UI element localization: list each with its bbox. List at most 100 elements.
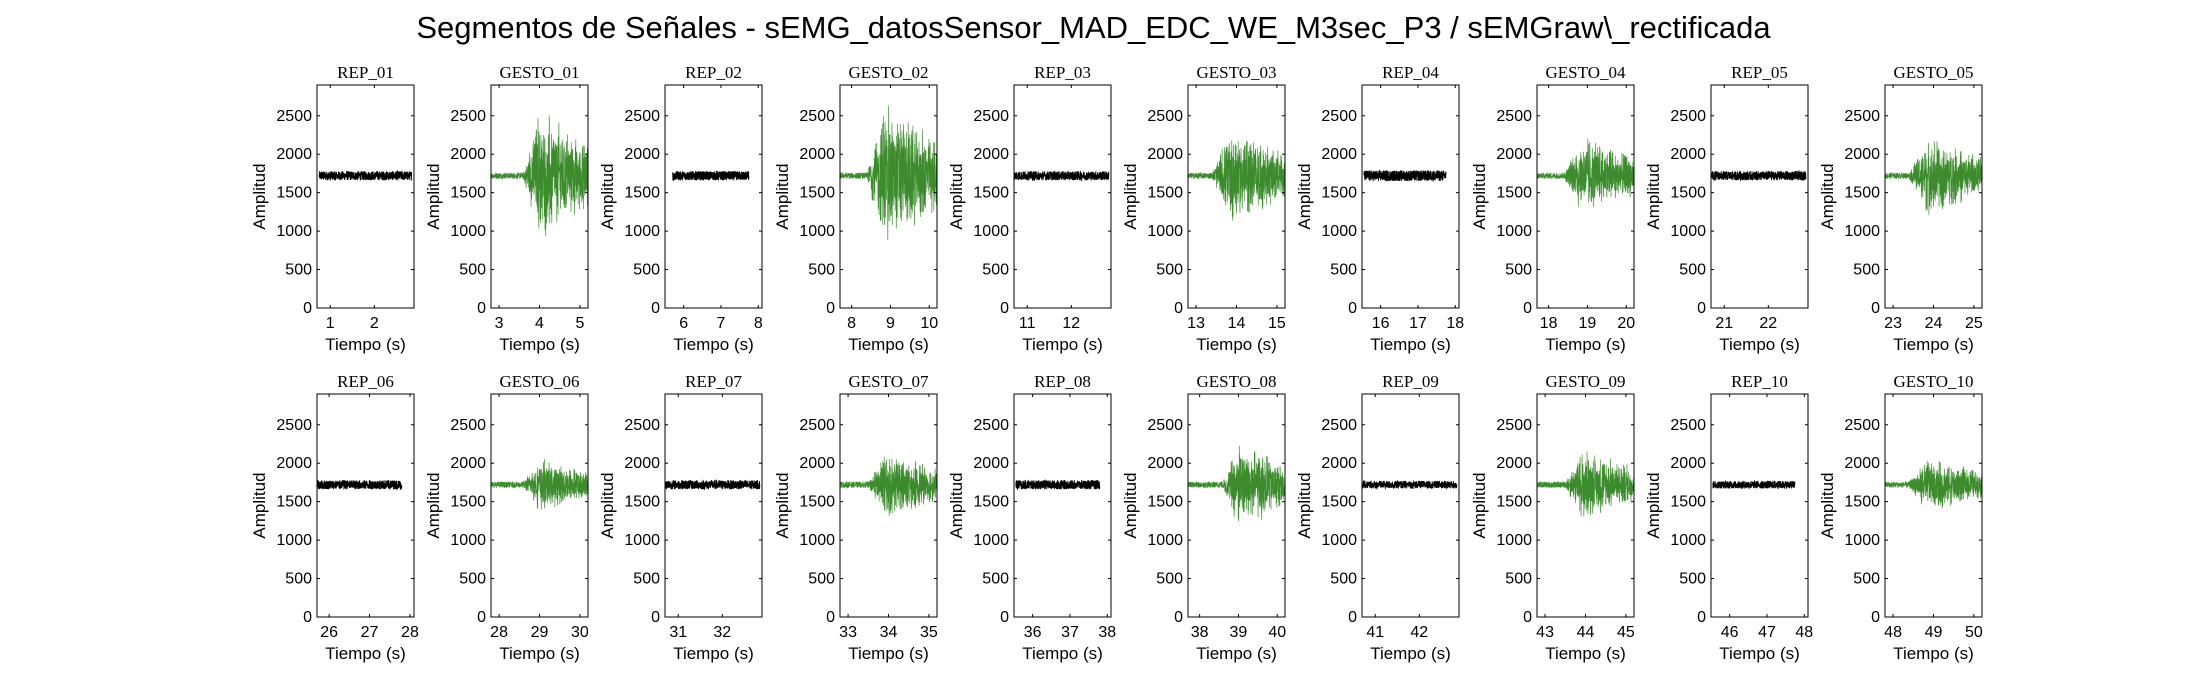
axes-box (1536, 393, 1635, 618)
y-tick-label: 1000 (799, 223, 835, 240)
x-tick-label: 48 (1795, 624, 1813, 641)
y-tick-label: 2500 (1321, 108, 1357, 125)
y-tick-label: 1500 (1147, 185, 1183, 202)
axes-box (316, 393, 415, 618)
y-tick-label: 1000 (276, 223, 312, 240)
y-tick-label: 1000 (1496, 223, 1532, 240)
y-tick-label: 2000 (1496, 146, 1532, 163)
subplot-title: GESTO_05 (1894, 63, 1974, 82)
y-tick-label: 0 (1174, 300, 1183, 317)
y-tick-label: 2000 (799, 146, 835, 163)
y-tick-label: 0 (651, 300, 660, 317)
y-axis-label: Amplitud (424, 163, 443, 229)
y-tick-label: 0 (303, 609, 312, 626)
x-axis-label: Tiempo (s) (1719, 644, 1800, 663)
x-tick-label: 16 (1372, 315, 1390, 332)
axes-box (664, 84, 763, 309)
y-tick-label: 1500 (276, 494, 312, 511)
x-axis-label: Tiempo (s) (673, 644, 754, 663)
subplot-title: REP_02 (685, 63, 742, 82)
signal-trace (1361, 479, 1458, 490)
x-tick-label: 43 (1536, 624, 1554, 641)
subplot-gesto-09: 0 500 1000 1500 2000 2500 43 44 45 GESTO_09 Tiempo… (1470, 372, 1635, 663)
x-tick-label: 38 (1191, 624, 1209, 641)
subplot-title: GESTO_09 (1546, 372, 1626, 391)
y-axis-label: Amplitud (1470, 163, 1489, 229)
axes-box (1884, 393, 1983, 618)
y-tick-label: 500 (285, 262, 312, 279)
y-tick-label: 1000 (624, 223, 660, 240)
x-tick-label: 38 (1098, 624, 1116, 641)
y-tick-label: 2500 (1321, 417, 1357, 434)
y-tick-label: 500 (633, 262, 660, 279)
x-tick-label: 18 (1540, 315, 1558, 332)
subplot-title: REP_01 (337, 63, 394, 82)
signal-trace (1536, 451, 1635, 517)
subplot-rep-02: 0 500 1000 1500 2000 2500 6 7 8 REP_02 Tiempo (s) A… (598, 63, 763, 354)
subplot-rep-03: 0 500 1000 1500 2000 2500 11 12 REP_03 Tiempo (s)… (947, 63, 1112, 354)
x-tick-label: 49 (1925, 624, 1943, 641)
y-tick-label: 500 (459, 262, 486, 279)
y-tick-label: 2000 (276, 455, 312, 472)
y-tick-label: 0 (477, 300, 486, 317)
y-tick-label: 1500 (1321, 494, 1357, 511)
x-tick-label: 47 (1758, 624, 1776, 641)
y-axis-label: Amplitud (1121, 472, 1140, 538)
signal-trace (839, 105, 938, 241)
x-axis-label: Tiempo (s) (1545, 644, 1626, 663)
x-axis-label: Tiempo (s) (848, 644, 929, 663)
y-tick-label: 1500 (1844, 185, 1880, 202)
y-tick-label: 1500 (799, 494, 835, 511)
x-tick-label: 29 (531, 624, 549, 641)
subplot-rep-10: 0 500 1000 1500 2000 2500 46 47 48 REP_10 Tiempo (… (1644, 372, 1813, 663)
axes-box (664, 393, 763, 618)
x-tick-label: 18 (1446, 315, 1464, 332)
y-tick-label: 500 (808, 571, 835, 588)
y-tick-label: 2000 (799, 455, 835, 472)
subplot-title: GESTO_02 (849, 63, 929, 82)
x-tick-label: 30 (571, 624, 589, 641)
x-tick-label: 36 (1024, 624, 1042, 641)
y-tick-label: 2000 (973, 455, 1009, 472)
y-tick-label: 2500 (1670, 108, 1706, 125)
x-axis-label: Tiempo (s) (325, 644, 406, 663)
y-tick-label: 1000 (624, 532, 660, 549)
x-tick-label: 17 (1409, 315, 1427, 332)
y-tick-label: 2500 (799, 108, 835, 125)
y-tick-label: 0 (826, 609, 835, 626)
subplot-rep-06: 0 500 1000 1500 2000 2500 26 27 28 REP_06 Tiempo (… (250, 372, 419, 663)
y-tick-label: 2000 (276, 146, 312, 163)
y-tick-label: 0 (1000, 609, 1009, 626)
y-tick-label: 0 (1523, 300, 1532, 317)
subplot-title: REP_05 (1731, 63, 1788, 82)
subplot-title: GESTO_07 (849, 372, 929, 391)
x-tick-label: 26 (320, 624, 338, 641)
x-axis-label: Tiempo (s) (499, 335, 580, 354)
x-tick-label: 39 (1230, 624, 1248, 641)
y-axis-label: Amplitud (598, 163, 617, 229)
signal-trace (490, 458, 589, 510)
y-tick-label: 1500 (1147, 494, 1183, 511)
axes-box (1013, 393, 1112, 618)
x-tick-label: 31 (669, 624, 687, 641)
x-axis-label: Tiempo (s) (1719, 335, 1800, 354)
y-tick-label: 1500 (1670, 185, 1706, 202)
y-tick-label: 1000 (973, 532, 1009, 549)
y-tick-label: 1000 (1147, 223, 1183, 240)
subplot-gesto-10: 0 500 1000 1500 2000 2500 48 49 50 GESTO_10 Tiempo… (1818, 372, 1983, 663)
subplot-rep-07: 0 500 1000 1500 2000 2500 31 32 REP_07 Tiempo (s)… (598, 372, 763, 663)
x-tick-label: 46 (1721, 624, 1739, 641)
subplot-gesto-03: 0 500 1000 1500 2000 2500 13 14 15 GESTO_03 Tiempo… (1121, 63, 1286, 354)
x-axis-label: Tiempo (s) (1893, 335, 1974, 354)
y-tick-label: 1500 (1844, 494, 1880, 511)
y-tick-label: 1500 (624, 185, 660, 202)
x-axis-label: Tiempo (s) (1370, 335, 1451, 354)
x-tick-label: 41 (1366, 624, 1384, 641)
y-axis-label: Amplitud (250, 472, 269, 538)
axes-box (316, 84, 415, 309)
subplot-title: REP_07 (685, 372, 742, 391)
x-tick-label: 9 (886, 315, 895, 332)
y-tick-label: 500 (633, 571, 660, 588)
y-tick-label: 1000 (1844, 532, 1880, 549)
